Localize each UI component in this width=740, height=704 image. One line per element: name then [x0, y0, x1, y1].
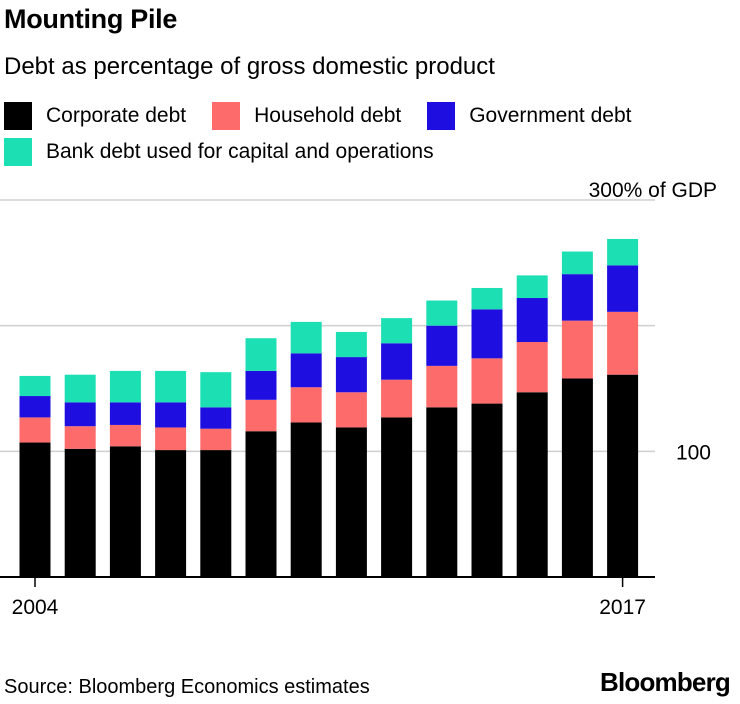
bar-segment — [426, 325, 458, 366]
legend-item-household: Household debt — [212, 102, 401, 130]
bar-segment — [64, 448, 96, 577]
legend-row: Bank debt used for capital and operation… — [4, 134, 734, 170]
bar-segment — [19, 417, 51, 443]
y-tick-label: 300% of GDP — [589, 179, 717, 202]
bar-segment — [607, 238, 639, 266]
legend-swatch-bank — [4, 138, 32, 166]
bar-segment — [200, 372, 232, 408]
bar-segment — [426, 300, 458, 326]
bar-segment — [64, 374, 96, 403]
bar-segment — [471, 287, 503, 310]
bar-segment — [426, 407, 458, 577]
legend-swatch-corporate — [4, 102, 32, 130]
legend-label-bank: Bank debt used for capital and operation… — [46, 140, 434, 163]
bar-segment — [290, 422, 322, 577]
bar-segment — [290, 353, 322, 388]
bar-segment — [516, 298, 548, 343]
bar-segment — [335, 392, 367, 428]
bar-segment — [607, 374, 639, 577]
bar-segment — [155, 450, 187, 577]
bar-segment — [155, 427, 187, 451]
legend-swatch-government — [427, 102, 456, 130]
legend-label-household: Household debt — [254, 104, 402, 127]
bar-segment — [245, 431, 277, 577]
bar-segment — [335, 357, 367, 393]
bar-segment — [381, 379, 413, 418]
bar-segment — [200, 428, 232, 451]
bar-segment — [19, 396, 51, 418]
bar-segment — [471, 309, 503, 359]
chart-subtitle: Debt as percentage of gross domestic pro… — [4, 53, 495, 80]
bar-segment — [245, 399, 277, 432]
bar-segment — [109, 424, 141, 447]
y-tick-label: 100 — [676, 441, 711, 464]
legend-item-government: Government debt — [427, 102, 631, 130]
bar-segment — [561, 378, 593, 577]
bar-segment — [381, 417, 413, 577]
bar-segment — [561, 274, 593, 321]
bar-segment — [381, 318, 413, 344]
bar-segment — [607, 265, 639, 312]
bar-segment — [335, 331, 367, 358]
bar-segment — [19, 442, 51, 577]
bar-segment — [155, 402, 187, 428]
bar-segment — [64, 426, 96, 449]
bar-segment — [64, 402, 96, 427]
bar-segment — [561, 320, 593, 379]
bar-segment — [471, 358, 503, 404]
bar-segment — [155, 370, 187, 403]
bloomberg-logo: Bloomberg — [599, 667, 731, 697]
bar-segment — [471, 403, 503, 577]
bar-segment — [516, 342, 548, 393]
legend-item-corporate: Corporate debt — [4, 102, 186, 130]
bar-segment — [516, 392, 548, 577]
bar-segment — [290, 387, 322, 423]
source-note: Source: Bloomberg Economics estimates — [4, 676, 370, 698]
bar-segment — [109, 370, 141, 403]
bar-segment — [516, 275, 548, 299]
bar-segment — [245, 370, 277, 400]
x-tick-label: 2004 — [12, 596, 59, 619]
legend-label-corporate: Corporate debt — [46, 104, 187, 127]
bar-segment — [426, 365, 458, 408]
bar-segment — [245, 338, 277, 371]
bar-segment — [200, 407, 232, 429]
bar-segment — [561, 251, 593, 275]
bar-segment — [109, 402, 141, 425]
bar-segment — [607, 311, 639, 375]
legend-label-government: Government debt — [469, 104, 632, 127]
chart-title: Mounting Pile — [4, 4, 178, 34]
legend-swatch-household — [212, 102, 241, 130]
legend-row: Corporate debt Household debt Government… — [4, 98, 734, 134]
bar-segment — [335, 427, 367, 577]
x-tick-label: 2017 — [599, 596, 646, 619]
legend-item-bank: Bank debt used for capital and operation… — [4, 138, 434, 166]
bar-segment — [200, 450, 232, 577]
bar-segment — [19, 375, 51, 397]
bar-segment — [109, 446, 141, 577]
bar-segment — [290, 321, 322, 354]
legend: Corporate debt Household debt Government… — [4, 98, 734, 170]
bar-segment — [381, 343, 413, 380]
